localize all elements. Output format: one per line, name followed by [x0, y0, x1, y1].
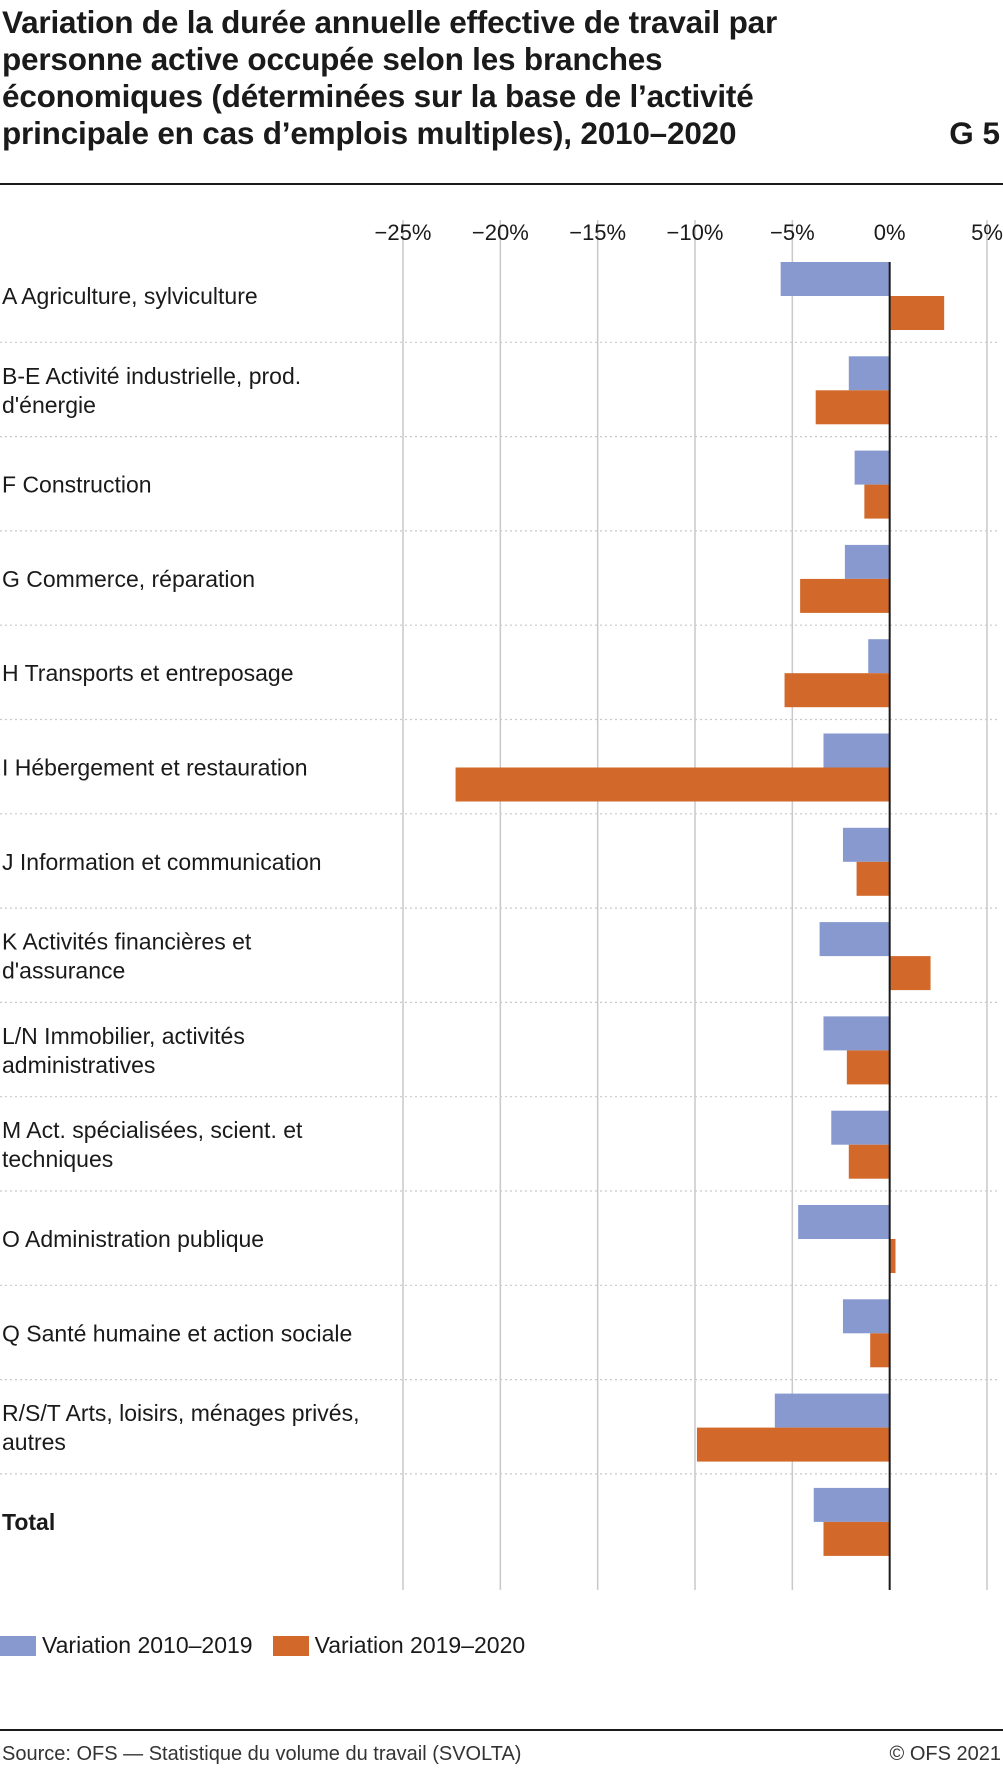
footer-rule — [0, 1729, 1003, 1731]
bar-series-1 — [819, 922, 890, 957]
x-tick-label: 0% — [874, 220, 906, 245]
bars — [455, 262, 945, 1556]
bar-series-2 — [784, 673, 890, 708]
bar-series-2 — [889, 1239, 896, 1273]
bar-series-1 — [844, 544, 890, 579]
category-label: G Commerce, réparation — [2, 566, 255, 592]
header-rule — [0, 183, 1003, 185]
category-label: F Construction — [2, 472, 152, 498]
category-label: autres — [2, 1429, 66, 1455]
category-label: Total — [2, 1509, 55, 1535]
legend-swatch-series-2 — [272, 1635, 309, 1656]
figure-number: G 5 — [949, 115, 1000, 151]
category-label: techniques — [2, 1146, 113, 1172]
bar-series-2 — [696, 1427, 890, 1462]
x-tick-label: −15% — [569, 220, 626, 245]
category-label: L/N Immobilier, activités — [2, 1023, 245, 1049]
bar-series-2 — [870, 1333, 890, 1368]
legend-label-series-2: Variation 2019–2020 — [314, 1632, 526, 1658]
category-label: K Activités financières et — [2, 929, 252, 955]
chart-title: Variation de la durée annuelle effective… — [2, 4, 778, 151]
x-axis-ticks: −25% −20% −15% −10% −5% 0% 5% — [375, 220, 1003, 245]
bar-series-2 — [889, 956, 931, 991]
bar-series-1 — [798, 1205, 890, 1239]
category-label: R/S/T Arts, loisirs, ménages privés, — [2, 1400, 359, 1426]
bar-series-2 — [800, 578, 890, 613]
bar-series-1 — [831, 1110, 890, 1145]
category-label: M Act. spécialisées, scient. et — [2, 1117, 303, 1143]
x-tick-label: −25% — [375, 220, 432, 245]
x-tick-label: 5% — [971, 220, 1003, 245]
category-label: J Information et communication — [2, 849, 322, 875]
copyright-note: © OFS 2021 — [889, 1743, 1001, 1765]
bar-series-1 — [823, 733, 890, 768]
bar-series-1 — [823, 1016, 890, 1051]
bar-series-2 — [864, 484, 890, 519]
bar-series-1 — [848, 356, 890, 391]
bar-series-2 — [815, 390, 890, 425]
category-label: d'assurance — [2, 958, 125, 984]
category-label: I Hébergement et restauration — [2, 755, 308, 781]
category-label: O Administration publique — [2, 1226, 264, 1252]
legend-swatch-series-1 — [0, 1635, 36, 1656]
source-note: Source: OFS — Statistique du volume du t… — [2, 1743, 522, 1765]
bar-series-1 — [780, 262, 890, 296]
bar-chart: −25% −20% −15% −10% −5% 0% 5% A Agriculture, s… — [0, 220, 1003, 1590]
bar-series-2 — [848, 1144, 890, 1179]
bar-series-2 — [846, 1050, 890, 1085]
bar-series-2 — [889, 296, 945, 330]
x-tick-label: −10% — [667, 220, 724, 245]
bar-series-2 — [823, 1521, 890, 1556]
category-label: Q Santé humaine et action sociale — [2, 1320, 352, 1346]
category-label: H Transports et entreposage — [2, 660, 294, 686]
x-tick-label: −5% — [770, 220, 815, 245]
category-label: B-E Activité industrielle, prod. — [2, 363, 301, 389]
bar-series-2 — [856, 861, 890, 896]
bar-series-1 — [854, 450, 890, 485]
bar-series-2 — [455, 767, 890, 802]
x-tick-label: −20% — [472, 220, 529, 245]
bar-series-1 — [774, 1393, 890, 1428]
bar-series-1 — [842, 827, 890, 862]
category-label: A Agriculture, sylviculture — [2, 283, 258, 309]
category-label: administratives — [2, 1052, 155, 1078]
bar-series-1 — [813, 1487, 890, 1522]
category-label: d'énergie — [2, 392, 96, 418]
legend-item-series-2: Variation 2019–2020 — [272, 1632, 526, 1659]
category-labels: A Agriculture, sylviculture B-E Activité … — [2, 283, 359, 1535]
gridlines — [0, 220, 1000, 1590]
legend: Variation 2010–2019 Variation 2019–2020 — [0, 1632, 545, 1659]
legend-item-series-1: Variation 2010–2019 — [0, 1632, 253, 1659]
bar-series-1 — [842, 1299, 890, 1334]
legend-label-series-1: Variation 2010–2019 — [42, 1632, 253, 1658]
bar-series-1 — [868, 639, 890, 674]
